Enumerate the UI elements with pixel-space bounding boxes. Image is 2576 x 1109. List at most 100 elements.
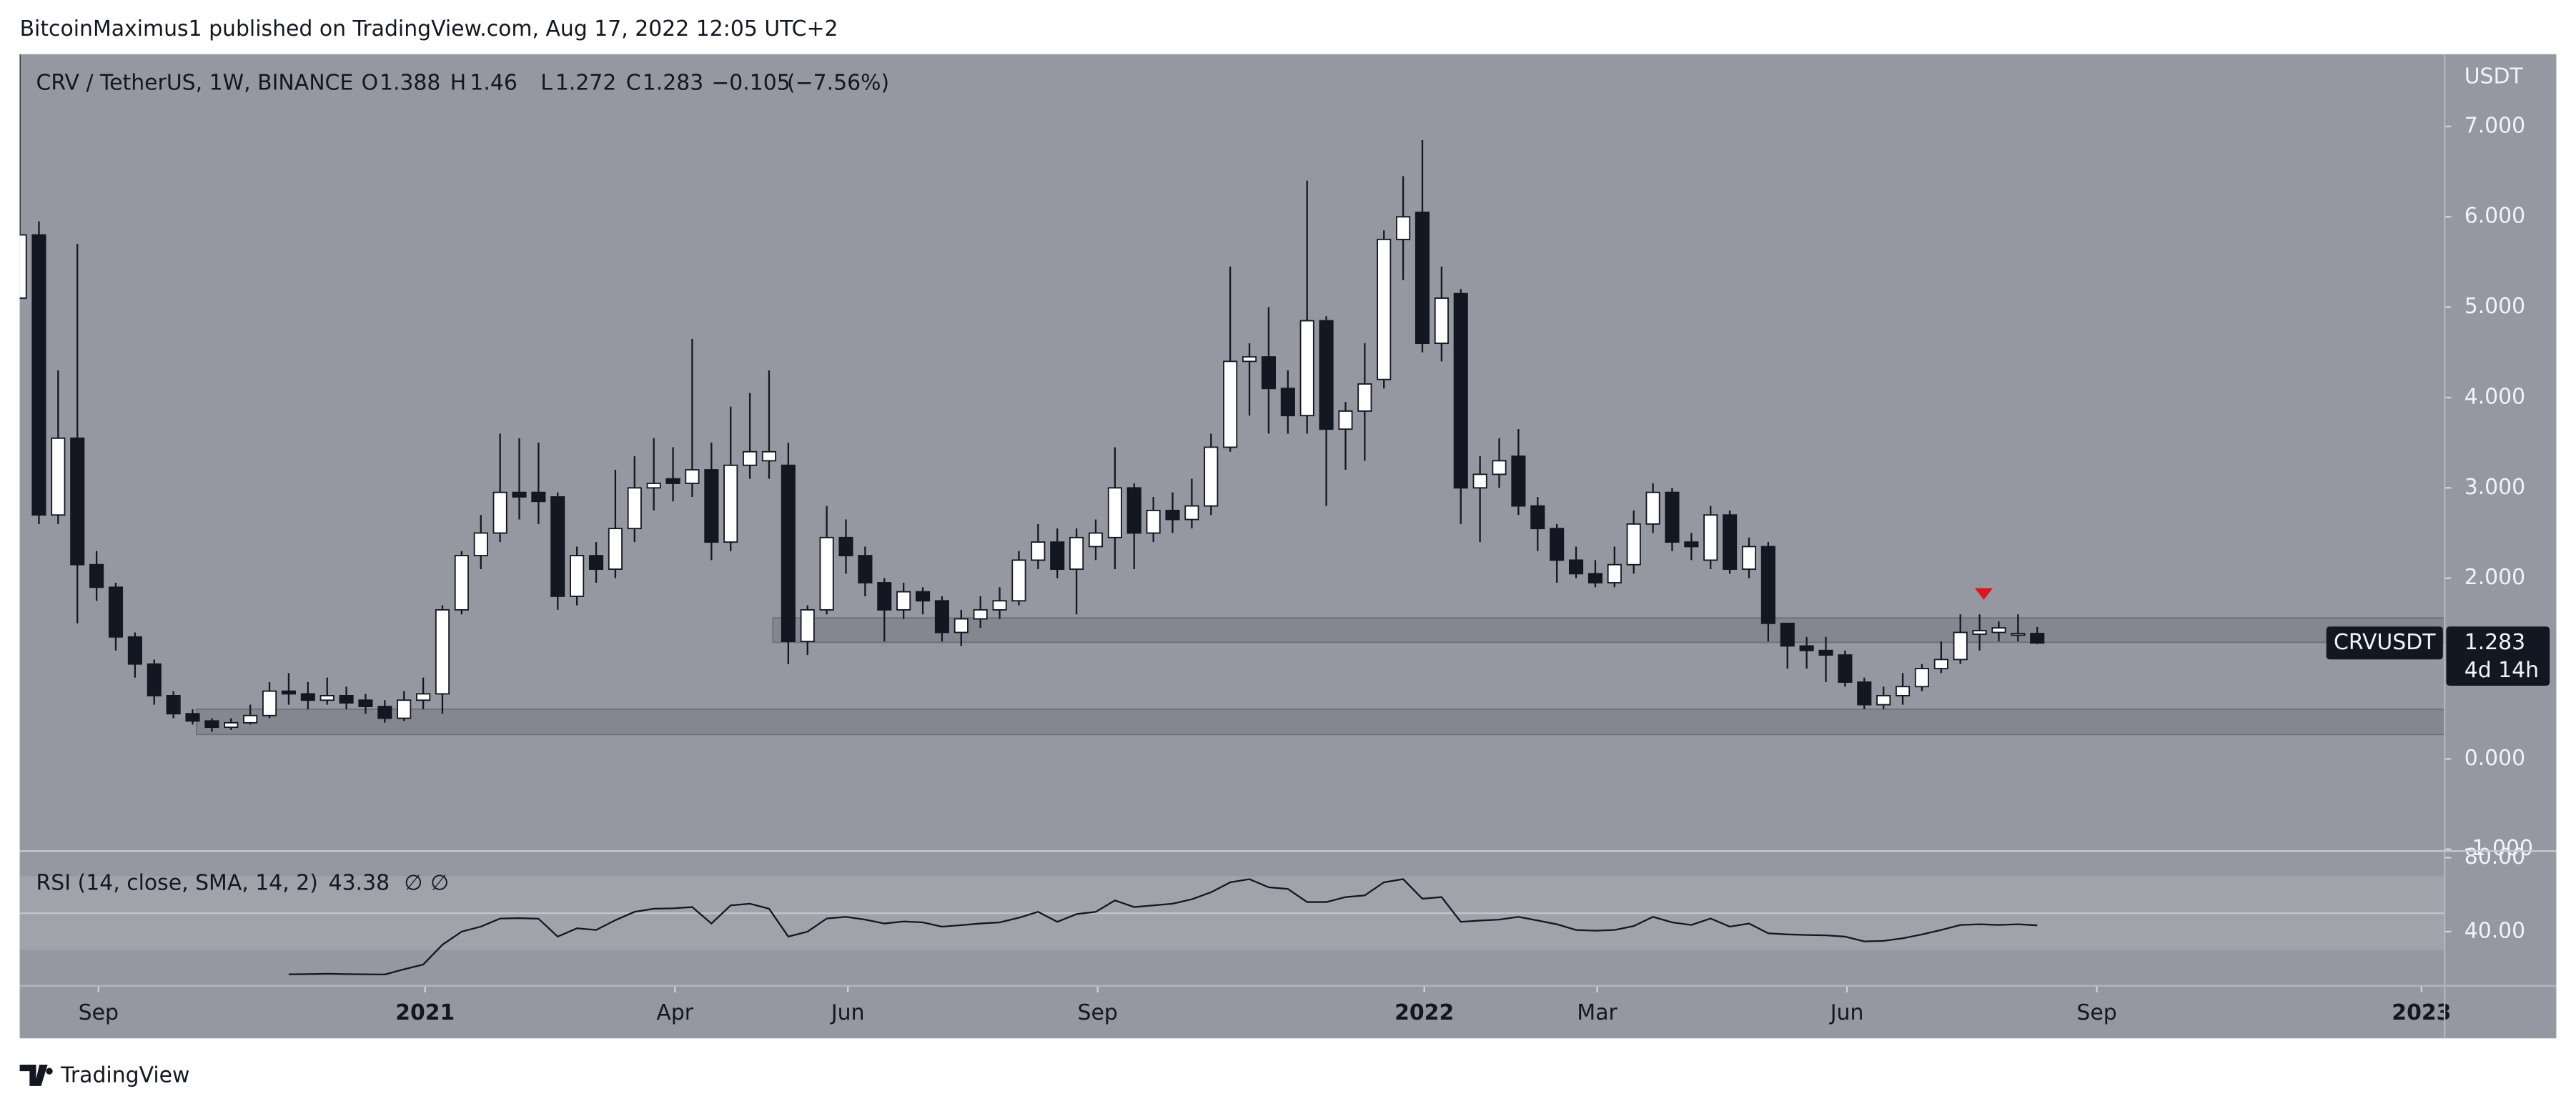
y-tick-label: 5.000 (2464, 294, 2525, 319)
x-tick-label: 2021 (395, 1000, 455, 1025)
change-pct: (−7.56%) (787, 71, 889, 96)
candle-body (108, 586, 124, 638)
rsi-line (288, 878, 2038, 976)
candle-body (1204, 446, 1219, 507)
price-pane (19, 54, 2445, 736)
candle-body (19, 234, 27, 299)
ohlc-label: H (450, 71, 466, 96)
candle-body (243, 714, 258, 724)
y-tick-label: 0.000 (2464, 746, 2525, 771)
candle-body (1799, 645, 1814, 651)
candle-body (608, 528, 623, 570)
candle-body (1319, 320, 1334, 430)
candle-body (31, 234, 46, 516)
candle-body (1492, 460, 1507, 475)
candle-body (473, 532, 488, 556)
candle-body (377, 706, 392, 719)
candle-body (1741, 546, 1757, 570)
change: −0.105 (711, 71, 791, 96)
ticker-tag-label: CRVUSDT (2334, 630, 2436, 655)
candle-body (512, 491, 527, 498)
candle-body (1223, 360, 1238, 448)
candle-body (1069, 536, 1084, 570)
x-tick-label: Jun (1829, 1000, 1864, 1025)
candle-body (1357, 383, 1372, 412)
ticker-tag (2326, 626, 2443, 660)
candle-body (627, 487, 642, 530)
candle-body (300, 693, 315, 701)
candle-body (1645, 491, 1660, 525)
candle-body (281, 690, 296, 695)
y-tick-label: 3.000 (2464, 475, 2525, 500)
candle-body (1088, 532, 1104, 548)
x-tick-label: Sep (2076, 1000, 2116, 1025)
candle-body (665, 478, 680, 484)
candle-body (1933, 659, 1948, 669)
rsi-title: RSI (14, close, SMA, 14, 2) (36, 871, 318, 896)
x-tick-label: Apr (656, 1000, 693, 1025)
candle-body (185, 713, 200, 722)
countdown-label: 4d 14h (2464, 658, 2539, 683)
x-tick-label: Jun (830, 1000, 865, 1025)
ohlc-value: 1.272 (555, 71, 616, 96)
candle-body (1665, 491, 1680, 543)
candle-body (934, 600, 949, 634)
candle-body (397, 699, 412, 719)
x-tick-label: 2022 (1394, 1000, 1454, 1025)
rsi-tick-label: 40.00 (2464, 918, 2525, 943)
symbol-title: CRV / TetherUS, 1W, BINANCE (36, 71, 354, 96)
candle-body (1607, 563, 1622, 583)
candle-body (550, 496, 565, 597)
candle-body (1723, 514, 1738, 570)
brand: TradingView (19, 1063, 189, 1088)
candle-body (1587, 573, 1602, 583)
axes: -1.000 0.000 2.000 3.000 4.000 5.000 6.000 7.00… (79, 113, 2550, 1025)
y-tick-label: 2.000 (2464, 565, 2525, 590)
candle-body (319, 695, 335, 701)
candle-body (492, 491, 507, 534)
candle-body (570, 555, 585, 597)
candle-body (1818, 649, 1833, 656)
candle-body (1626, 523, 1641, 566)
brand-name: TradingView (60, 1063, 189, 1088)
candle-body (1011, 559, 1026, 602)
candle-body (1838, 654, 1853, 683)
candle-body (973, 608, 988, 620)
candle-body (51, 437, 66, 516)
support-zone (772, 617, 2445, 644)
candle-body (1165, 509, 1180, 521)
y-tick-label: 4.000 (2464, 384, 2525, 409)
candle-body (1953, 631, 1968, 661)
candle-body (1377, 238, 1392, 380)
candle-body (166, 695, 181, 715)
candle-body (896, 591, 911, 611)
candle-body (1876, 695, 1891, 706)
brand-logo (19, 1064, 53, 1086)
signal-marker (1974, 588, 1993, 600)
candle-body (953, 618, 969, 634)
candle-body (723, 464, 738, 543)
candle-body (743, 450, 758, 466)
candle-body (1472, 473, 1487, 489)
candle-body (1453, 292, 1468, 489)
rsi-tick-label: 80.00 (2464, 844, 2525, 869)
candle-body (1760, 546, 1775, 624)
rsi-extra: ∅ (404, 871, 422, 896)
candle-body (262, 690, 277, 716)
ohlc-value: 1.46 (470, 71, 517, 96)
candle-body (1242, 356, 1257, 363)
x-tick-label: Sep (79, 1000, 119, 1025)
ohlc-value: 1.283 (643, 71, 703, 96)
y-tick-label: 6.000 (2464, 204, 2525, 229)
candle-body (1530, 505, 1545, 530)
rsi-pane (19, 878, 2445, 976)
candle-body (531, 491, 546, 503)
candle-body (781, 464, 796, 643)
x-tick-label: 2023 (2392, 1000, 2451, 1025)
ohlc-label: O (362, 71, 379, 96)
rsi-extra: ∅ (430, 871, 449, 896)
candle-body (1703, 514, 1718, 561)
candle-body (224, 721, 239, 729)
